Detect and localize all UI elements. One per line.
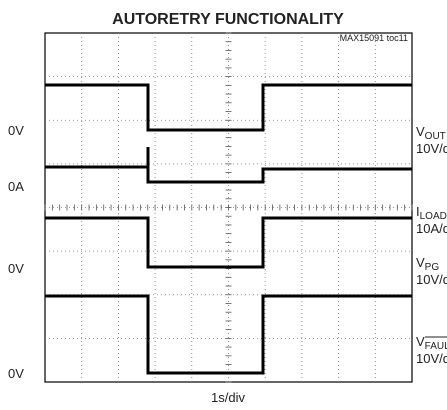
channel-name: VFAULT [416,334,447,352]
zero-label: 0A [8,179,24,194]
channel-scale: 10V/div [416,141,447,156]
zero-label: 0V [8,366,24,381]
channel-scale: 10V/div [416,272,447,287]
channel-scale: 10V/div [416,351,447,366]
channel-name: ILOAD [416,204,447,222]
channel-scale: 10A/div [416,221,447,236]
channel-labels: VOUT 10V/div ILOAD 10A/div VPG 10V/div V… [416,124,447,366]
title: AUTORETRY FUNCTIONALITY [112,11,344,28]
trace-vout [45,83,412,132]
grid [44,32,413,383]
channel-name: VOUT [416,124,446,142]
zero-label: 0V [8,261,24,276]
x-label: 1s/div [211,390,245,405]
tag: MAX15091 toc11 [340,33,408,43]
trace-iload [45,147,412,184]
trace-vpg [45,216,412,269]
channel-name: VPG [416,255,439,273]
zero-label: 0V [8,123,24,138]
trace-vfault [45,294,412,375]
